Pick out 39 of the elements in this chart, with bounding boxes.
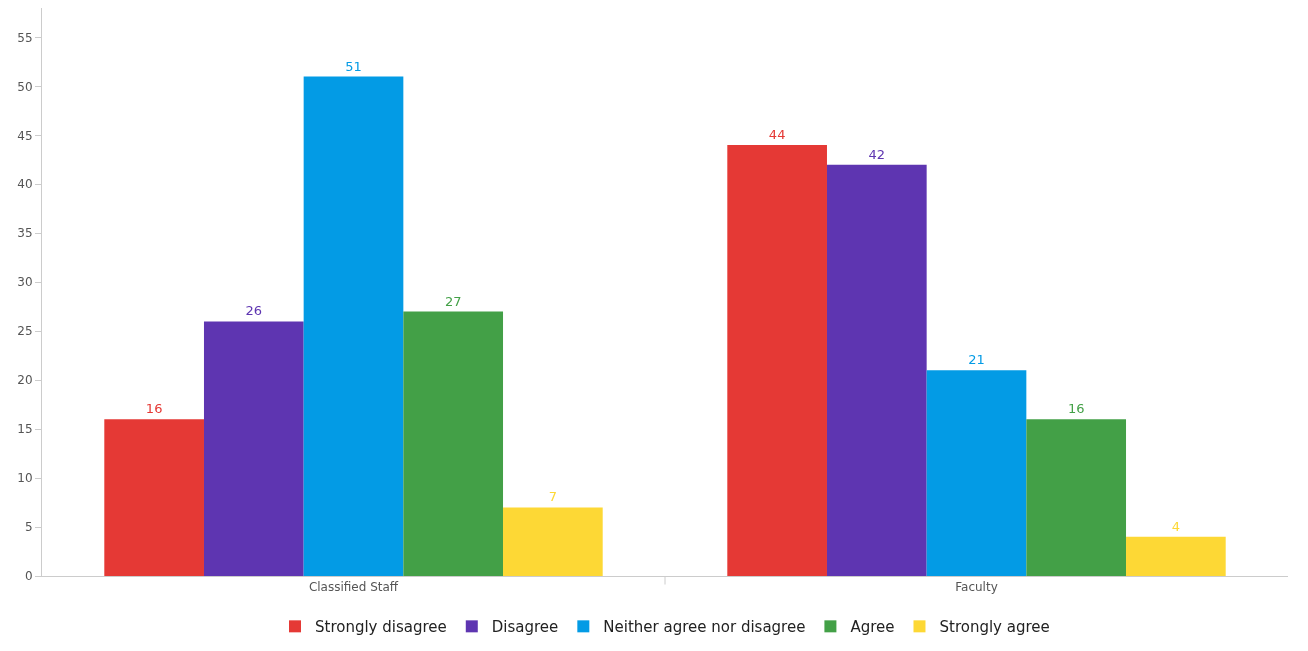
y-tick-label: 50 xyxy=(17,79,33,94)
bar xyxy=(303,76,404,576)
y-tick-label: 35 xyxy=(17,226,33,241)
y-tick-label: 15 xyxy=(17,422,33,437)
y-tick-label: 40 xyxy=(17,177,33,192)
bar xyxy=(503,507,603,576)
data-label: 42 xyxy=(868,146,886,162)
legend-label: Strongly disagree xyxy=(315,618,447,637)
bar xyxy=(1026,419,1127,576)
data-label: 16 xyxy=(1067,401,1085,417)
data-label: 4 xyxy=(1171,518,1180,534)
legend-label: Neither agree nor disagree xyxy=(603,618,806,637)
bar xyxy=(203,321,304,576)
data-label: 27 xyxy=(444,293,462,309)
bar xyxy=(926,370,1027,576)
data-label: 44 xyxy=(768,127,786,143)
bar xyxy=(403,311,504,576)
bar xyxy=(727,145,827,576)
x-tick-label: Classified Staff xyxy=(308,580,399,595)
data-label: 16 xyxy=(145,401,163,417)
legend-label: Strongly agree xyxy=(939,618,1050,637)
data-label: 21 xyxy=(968,352,985,368)
data-label: 26 xyxy=(245,303,263,319)
legend-label: Disagree xyxy=(491,618,559,637)
bar xyxy=(826,164,927,576)
y-tick-label: 25 xyxy=(17,324,33,339)
y-tick-label: 20 xyxy=(17,373,33,388)
y-tick-label: 10 xyxy=(17,471,33,486)
y-tick-label: 30 xyxy=(17,275,33,290)
bar xyxy=(104,419,204,576)
y-tick-label: 5 xyxy=(24,520,33,535)
x-tick-label: Faculty xyxy=(955,580,998,595)
y-tick-label: 45 xyxy=(17,128,33,143)
data-label: 7 xyxy=(548,489,557,505)
y-tick-label: 0 xyxy=(24,569,33,584)
y-tick-label: 55 xyxy=(17,30,33,45)
legend-label: Agree xyxy=(850,618,895,637)
bar xyxy=(1126,536,1226,576)
data-label: 51 xyxy=(345,58,362,74)
